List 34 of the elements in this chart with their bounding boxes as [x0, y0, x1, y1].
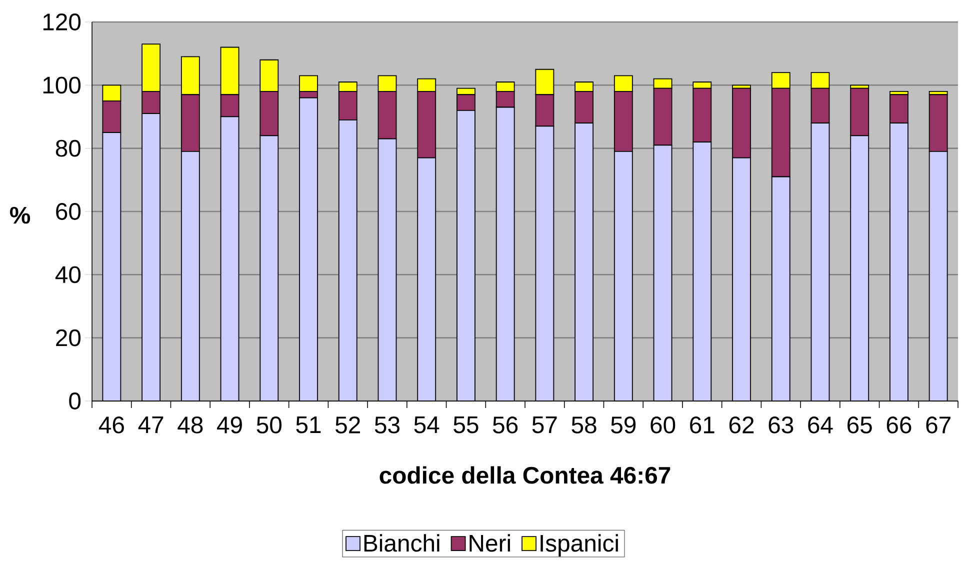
- x-tick-label: 52: [336, 416, 360, 434]
- x-tick-label: 53: [374, 416, 400, 434]
- x-tick-label: 55: [454, 416, 478, 434]
- y-axis-title: %: [10, 206, 30, 224]
- y-tick-label: 80: [56, 140, 81, 157]
- y-tick-label: 60: [56, 203, 81, 220]
- x-tick-label: 65: [848, 416, 872, 434]
- x-tick-label: 66: [886, 416, 912, 434]
- x-tick-label: 57: [532, 416, 557, 434]
- x-tick-label: 61: [690, 416, 714, 434]
- x-tick-label: 48: [178, 416, 203, 434]
- x-tick-label: 46: [98, 416, 124, 434]
- x-tick-label: 49: [217, 416, 242, 434]
- x-tick-label: 47: [138, 416, 164, 433]
- y-tick-label: 100: [43, 76, 81, 94]
- x-tick-label: 60: [650, 416, 676, 434]
- x-tick-label: 64: [808, 416, 833, 434]
- y-tick-label: 40: [55, 266, 81, 284]
- x-tick-label: 56: [492, 416, 518, 434]
- x-tick-label: 58: [572, 416, 596, 434]
- x-tick-label: 59: [611, 416, 636, 434]
- x-tick-label: 62: [729, 416, 754, 434]
- x-tick-label: 67: [926, 416, 950, 434]
- y-tick-label: 120: [43, 14, 81, 30]
- y-tick-label: 0: [69, 392, 81, 410]
- x-tick-label: 54: [414, 416, 440, 434]
- legend-label: Neri: [470, 534, 510, 552]
- x-tick-label: 51: [296, 416, 321, 434]
- x-tick-label: 50: [256, 416, 282, 434]
- legend-label: Ispanici: [540, 534, 618, 556]
- x-axis-title: codice della Contea 46:67: [380, 466, 670, 484]
- legend-label: Bianchi: [364, 534, 440, 552]
- y-tick-label: 20: [56, 329, 81, 346]
- x-tick-label: 63: [768, 416, 794, 434]
